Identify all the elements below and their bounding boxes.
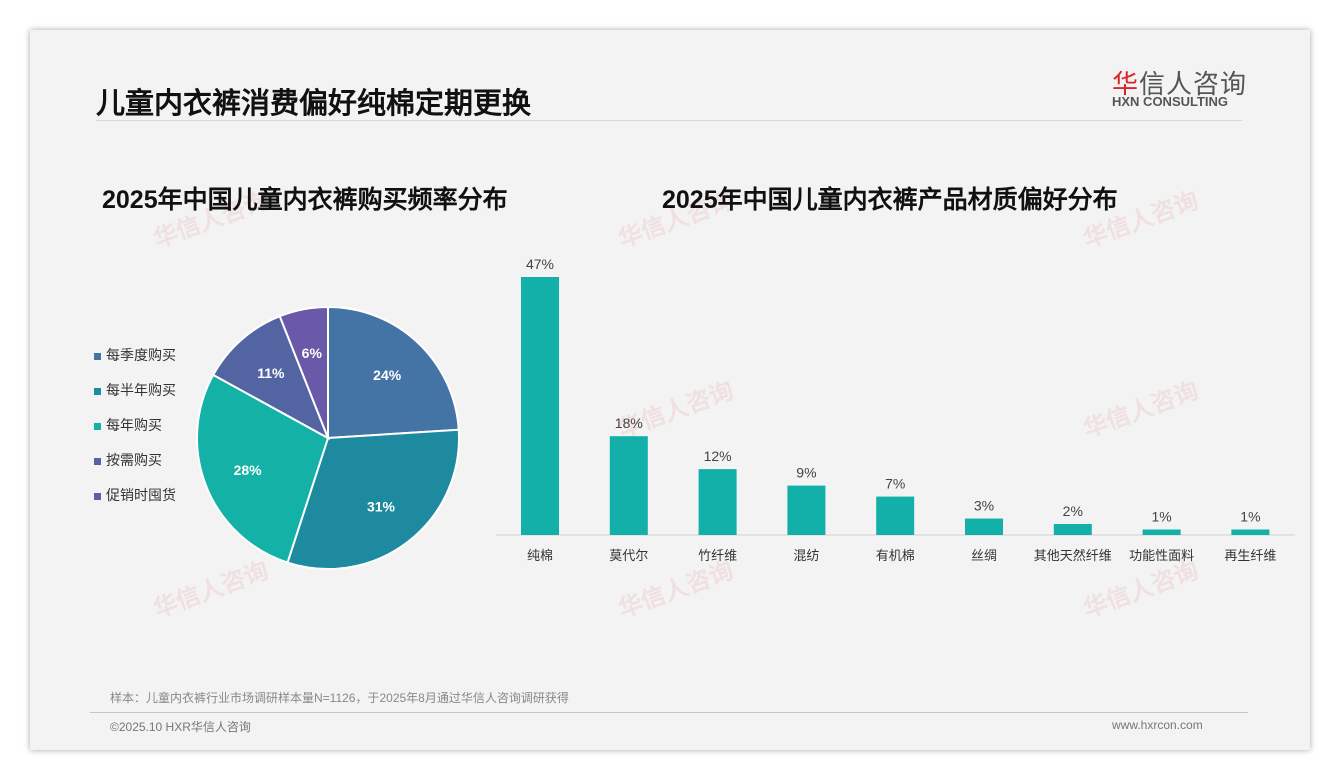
bar: [1142, 529, 1181, 535]
bar-data-label: 3%: [974, 498, 994, 514]
bar: [787, 485, 826, 535]
legend-item: 每季度购买: [94, 345, 176, 365]
pie-slice: [211, 314, 330, 441]
pie-slice: [286, 428, 460, 570]
pie-slice: [278, 305, 329, 439]
legend-label: 每年购买: [106, 417, 162, 433]
logo-mark: 华: [1112, 69, 1140, 99]
bar: [1053, 524, 1092, 535]
x-tick-label: 纯棉: [527, 548, 553, 563]
slide-card: 华信人咨询 华信人咨询 华信人咨询 华信人咨询 华信人咨询 华信人咨询 华信人咨…: [30, 30, 1310, 750]
x-tick-label: 竹纤维: [698, 548, 737, 563]
page-title: 儿童内衣裤消费偏好纯棉定期更换: [96, 88, 532, 120]
bar-data-label: 1%: [1151, 509, 1171, 525]
logo-subtitle: HXN CONSULTING: [1112, 94, 1229, 109]
legend-swatch: [94, 422, 101, 430]
source-note: 样本：儿童内衣裤行业市场调研样本量N=1126，于2025年8月通过华信人咨询调…: [110, 691, 569, 705]
bar: [609, 436, 648, 535]
pie-slice: [196, 373, 330, 564]
bar: [1231, 529, 1270, 535]
bar: [876, 496, 915, 535]
bar: [698, 469, 737, 535]
pie-data-label: 31%: [367, 498, 396, 514]
logo: 华信人咨询: [1112, 64, 1247, 101]
website-url: www.hxrcon.com: [1112, 718, 1203, 732]
bar-data-label: 2%: [1063, 503, 1083, 519]
x-tick-label: 再生纤维: [1224, 548, 1276, 563]
x-tick-label: 有机棉: [876, 548, 915, 563]
legend-swatch: [94, 492, 101, 500]
pie-chart-title: 2025年中国儿童内衣裤购买频率分布: [102, 186, 508, 214]
legend-label: 按需购买: [106, 452, 162, 468]
bar-data-label: 18%: [615, 415, 643, 431]
pie-data-label: 11%: [257, 365, 285, 381]
legend-label: 促销时囤货: [106, 487, 176, 503]
copyright: ©2025.10 HXR华信人咨询: [110, 720, 251, 734]
legend-item: 每半年购买: [94, 380, 176, 400]
footer-divider: [90, 712, 1248, 713]
pie-data-label: 24%: [373, 367, 402, 383]
bar-chart-title: 2025年中国儿童内衣裤产品材质偏好分布: [662, 186, 1118, 214]
legend-label: 每半年购买: [106, 382, 176, 398]
pie-data-label: 28%: [234, 462, 263, 478]
legend-swatch: [94, 457, 101, 465]
legend-swatch: [94, 352, 101, 360]
legend-label: 每季度购买: [106, 347, 176, 363]
bar-data-label: 9%: [796, 465, 816, 481]
bar-data-label: 1%: [1240, 509, 1260, 525]
bar-data-label: 12%: [704, 448, 732, 464]
pie-data-label: 6%: [302, 345, 323, 361]
legend-item: 促销时囤货: [94, 485, 176, 505]
charts-svg: 24% 31% 28% 11% 6% 47% 纯棉 18% 莫代尔 12% 竹纤维 9% 混纺 7% 有机棉…: [196, 256, 1295, 570]
x-tick-label: 功能性面料: [1129, 548, 1194, 563]
legend-swatch: [94, 387, 101, 395]
bar: [521, 277, 559, 535]
header-divider: [96, 120, 1242, 121]
legend-item: 按需购买: [94, 450, 162, 470]
logo-text: 信人咨询: [1139, 69, 1248, 99]
x-tick-label: 其他天然纤维: [1034, 548, 1112, 563]
x-tick-label: 莫代尔: [609, 548, 648, 563]
bar: [965, 518, 1003, 535]
bar-data-label: 47%: [526, 256, 554, 272]
bar-data-label: 7%: [885, 476, 905, 492]
x-tick-label: 丝绸: [971, 548, 997, 563]
legend-item: 每年购买: [94, 415, 162, 435]
pie-slice: [327, 305, 460, 440]
x-tick-label: 混纺: [793, 548, 819, 563]
